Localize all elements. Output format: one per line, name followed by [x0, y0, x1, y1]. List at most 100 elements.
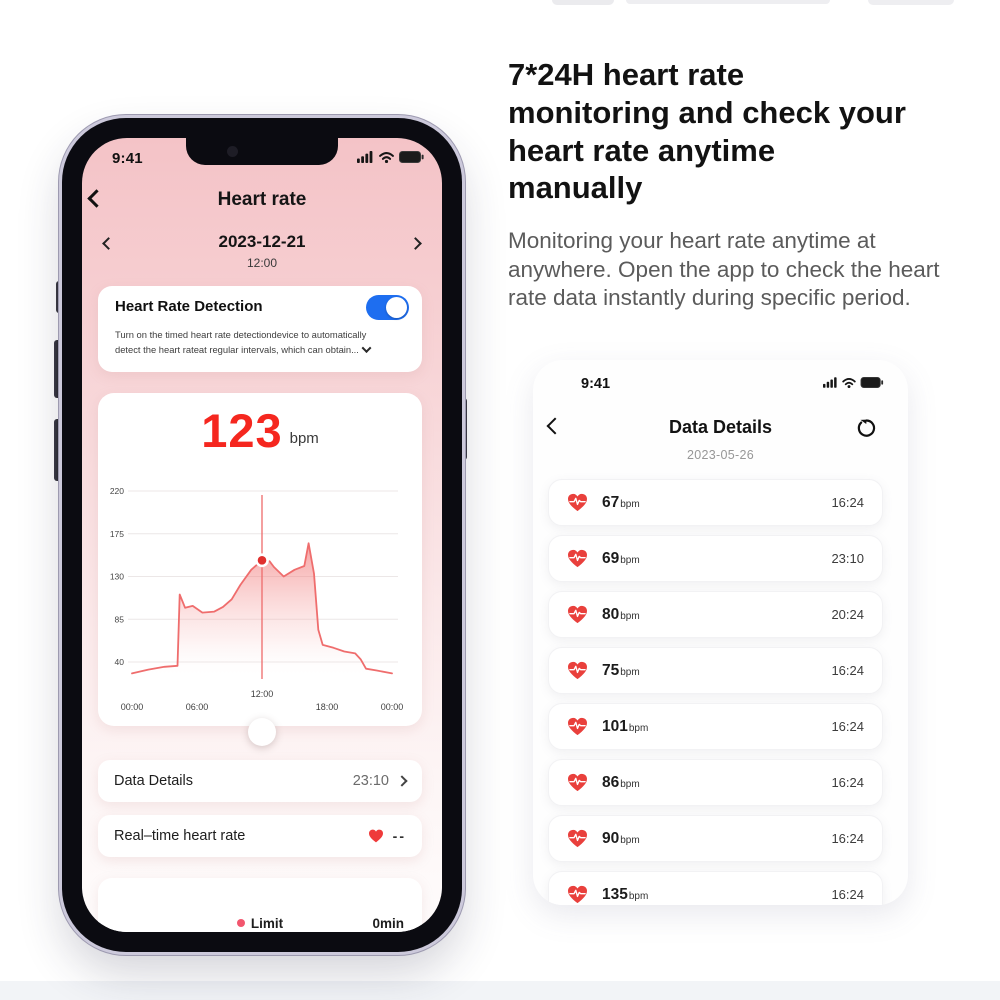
signal-icon	[823, 377, 838, 388]
hr-record-row[interactable]: 86 bpm 16:24	[548, 759, 883, 806]
svg-text:40: 40	[115, 657, 125, 667]
description-line2: detect the heart rateat regular interval…	[115, 342, 411, 358]
record-bpm-unit: bpm	[620, 499, 640, 510]
top-remnant	[626, 0, 830, 4]
realtime-label: Real–time heart rate	[114, 828, 246, 844]
heading-line: 7*24H heart rate	[508, 57, 745, 92]
selected-date: 2023-12-21	[218, 232, 306, 251]
hr-record-row[interactable]: 80 bpm 20:24	[548, 591, 883, 638]
phone-mockup: 9:41 Heart rate 2023-12-21 12:00 Heart R…	[62, 118, 462, 952]
wifi-icon	[842, 378, 856, 388]
panel-status-time: 9:41	[581, 376, 611, 392]
svg-text:00:00: 00:00	[381, 702, 404, 712]
date-navigator: 2023-12-21 12:00	[82, 232, 442, 270]
power-button	[458, 398, 467, 460]
mute-switch	[56, 281, 64, 313]
heart-ecg-icon	[567, 717, 588, 736]
realtime-value: --	[392, 828, 406, 844]
hr-record-row[interactable]: 67 bpm 16:24	[548, 479, 883, 526]
expand-chevron-down-icon[interactable]	[361, 342, 372, 353]
panel-title: Data Details	[668, 417, 773, 437]
heart-ecg-icon	[567, 885, 588, 904]
heart-ecg-icon	[567, 605, 588, 624]
limit-label-group: Limit	[98, 916, 422, 931]
svg-text:18:00: 18:00	[316, 702, 339, 712]
hr-record-row[interactable]: 75 bpm 16:24	[548, 647, 883, 694]
heart-ecg-icon	[567, 493, 588, 512]
data-details-label: Data Details	[114, 773, 193, 789]
svg-text:175: 175	[110, 529, 124, 539]
svg-text:06:00: 06:00	[186, 702, 209, 712]
chevron-right-icon	[396, 775, 408, 787]
heart-ecg-icon	[567, 773, 588, 792]
hr-record-row[interactable]: 90 bpm 16:24	[548, 815, 883, 862]
record-bpm: 67	[602, 493, 620, 511]
heart-ecg-icon	[567, 829, 588, 848]
data-details-row[interactable]: Data Details 23:10	[98, 760, 422, 802]
realtime-heart-rate-row[interactable]: Real–time heart rate --	[98, 815, 422, 857]
record-bpm-unit: bpm	[620, 611, 640, 622]
section-heading: 7*24H heart rate monitoring and check yo…	[508, 56, 990, 207]
wifi-icon	[379, 152, 394, 163]
hr-record-row[interactable]: 101 bpm 16:24	[548, 703, 883, 750]
data-details-time: 23:10	[352, 773, 389, 789]
hr-record-row[interactable]: 135 bpm 16:24	[548, 871, 883, 905]
record-bpm: 101	[602, 717, 628, 735]
heart-rate-screen: 9:41 Heart rate 2023-12-21 12:00 Heart R…	[82, 138, 442, 932]
svg-text:220: 220	[110, 486, 124, 496]
record-bpm-unit: bpm	[620, 555, 640, 566]
record-bpm: 80	[602, 605, 620, 623]
record-bpm-unit: bpm	[628, 891, 649, 902]
record-bpm: 69	[602, 549, 620, 567]
refresh-icon[interactable]	[854, 415, 878, 439]
heading-line: heart rate anytime	[508, 132, 776, 168]
selected-time: 12:00	[246, 256, 278, 270]
heart-ecg-icon	[567, 661, 588, 680]
heart-rate-detection-card: Heart Rate Detection Turn on the timed h…	[98, 286, 422, 372]
record-bpm: 90	[602, 829, 620, 847]
record-time: 16:24	[831, 719, 864, 734]
record-time: 16:24	[831, 663, 864, 678]
current-heart-rate: 123 bpm	[98, 403, 422, 458]
record-bpm: 75	[602, 661, 620, 679]
limit-dot-icon	[236, 919, 245, 927]
phone-notch	[186, 138, 338, 165]
section-paragraph: Monitoring your heart rate anytime at an…	[508, 228, 940, 311]
volume-down-button	[54, 419, 63, 481]
heading-line: manually	[508, 170, 643, 206]
bpm-unit: bpm	[289, 430, 319, 447]
toggle-knob	[386, 297, 407, 318]
record-time: 16:24	[831, 495, 864, 510]
record-bpm-unit: bpm	[620, 667, 640, 678]
limit-label: Limit	[250, 916, 284, 931]
record-time: 16:24	[831, 831, 864, 846]
chart-scrub-handle[interactable]	[248, 718, 276, 746]
svg-text:85: 85	[115, 614, 125, 624]
hr-record-row[interactable]: 69 bpm 23:10	[548, 535, 883, 582]
heart-icon	[368, 829, 384, 843]
signal-icon	[357, 151, 374, 163]
app-header: Heart rate	[82, 186, 442, 214]
bottom-strip	[0, 981, 1000, 1000]
svg-text:130: 130	[110, 572, 124, 582]
detection-title: Heart Rate Detection	[115, 298, 263, 315]
limit-value: 0min	[372, 916, 404, 931]
heart-ecg-icon	[567, 549, 588, 568]
limit-card: Limit 0min	[98, 878, 422, 932]
heart-rate-chart: 220 175 130 85 40 00:00 06:00 12:00 18:00 00:00	[110, 486, 404, 712]
record-time: 16:24	[831, 887, 864, 902]
heart-rate-chart-card: 123 bpm 220 175 130 85 40 00:00 06:00 12:00 18:00…	[98, 393, 422, 746]
record-time: 20:24	[831, 607, 864, 622]
top-remnant	[552, 0, 614, 5]
top-remnant	[868, 0, 954, 5]
detection-description: Turn on the timed heart rate detectionde…	[115, 328, 411, 358]
page-title: Heart rate	[217, 189, 307, 210]
detection-toggle[interactable]	[366, 295, 409, 320]
panel-date: 2023-05-26	[687, 448, 754, 462]
panel-header: Data Details	[533, 412, 908, 442]
record-bpm: 135	[602, 885, 628, 903]
battery-icon	[399, 151, 424, 163]
panel-status-bar: 9:41	[533, 375, 908, 393]
record-time: 16:24	[831, 775, 864, 790]
